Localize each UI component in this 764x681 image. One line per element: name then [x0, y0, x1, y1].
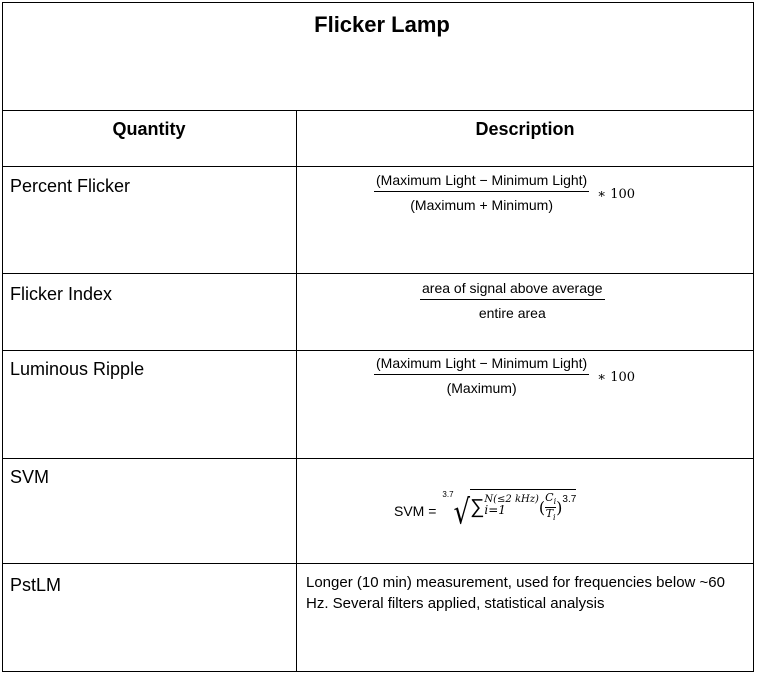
numerator: (Maximum Light − Minimum Light): [374, 355, 590, 375]
quantity-percent-flicker: Percent Flicker: [10, 176, 131, 196]
divider: [3, 350, 753, 351]
quantity-flicker-index: Flicker Index: [10, 284, 113, 304]
quantity-luminous-ripple: Luminous Ripple: [10, 359, 145, 379]
header-description: Description: [475, 119, 575, 139]
column-divider: [296, 110, 297, 671]
frac-num: C: [545, 490, 554, 504]
radical-icon: √: [453, 493, 471, 533]
multiplier: ∗ 100: [597, 370, 636, 385]
numerator: area of signal above average: [420, 280, 605, 300]
divider: [3, 273, 753, 274]
denominator: (Maximum): [446, 380, 517, 396]
percent-flicker-formula: (Maximum Light − Minimum Light) (Maximum …: [374, 172, 635, 213]
root-index: 3.7: [442, 490, 454, 499]
radicand: ∑ N(≤2 kHz) i=1 ( Ci Ti ) 3.7: [470, 488, 577, 523]
svm-formula: SVM = 3.7 √ ∑ N(≤2 kHz) i=1 ( Ci Ti ) 3.…: [394, 488, 577, 533]
denominator: (Maximum + Minimum): [410, 197, 553, 213]
sum-symbol: ∑: [470, 496, 485, 518]
divider: [3, 166, 753, 167]
divider: [3, 563, 753, 564]
exponent: 3.7: [562, 493, 577, 505]
svm-lhs: SVM =: [394, 503, 437, 519]
pstlm-description: Longer (10 min) measurement, used for fr…: [306, 574, 725, 612]
flicker-table: [2, 2, 754, 672]
numerator: (Maximum Light − Minimum Light): [374, 172, 590, 192]
frac-den: T: [545, 507, 554, 520]
quantity-svm: SVM: [10, 467, 50, 487]
frac-num-sub: i: [553, 497, 557, 506]
table-title: Flicker Lamp: [314, 12, 450, 37]
flicker-index-formula: area of signal above average entire area: [420, 280, 605, 321]
divider: [3, 110, 753, 111]
divider: [3, 458, 753, 459]
sum-lower: i=1: [484, 502, 506, 517]
denominator: entire area: [478, 305, 546, 321]
multiplier: ∗ 100: [597, 187, 636, 202]
header-quantity: Quantity: [112, 119, 186, 139]
quantity-pstlm: PstLM: [10, 575, 62, 595]
luminous-ripple-formula: (Maximum Light − Minimum Light) (Maximum)…: [374, 355, 635, 396]
frac-den-sub: i: [553, 513, 556, 523]
sum-upper: N(≤2 kHz): [484, 493, 539, 505]
